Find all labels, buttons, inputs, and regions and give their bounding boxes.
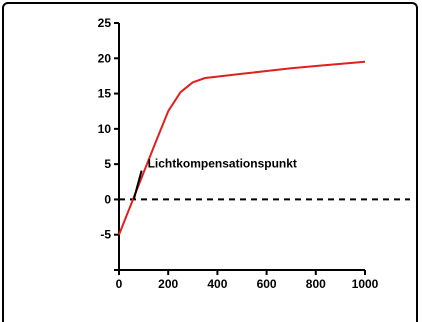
ticks: -5 0 5 10 15 20 25 0 200 400 600 800 1000 [98,16,379,291]
annotation-group: Lichtkompensationspunkt [132,157,297,200]
y-tick-label: 5 [104,157,111,171]
y-tick-label: -5 [100,228,111,242]
y-tick-label: 0 [104,192,111,206]
x-tick-label: 400 [207,277,227,291]
x-tick-label: 200 [158,277,178,291]
y-tick-label: 25 [98,16,112,30]
y-tick-label: 15 [98,87,112,101]
x-tick-label: 800 [306,277,326,291]
x-tick-label: 1000 [352,277,379,291]
y-tick-label: 10 [98,122,112,136]
x-tick-label: 0 [116,277,123,291]
marks [118,60,410,236]
axes [118,23,365,271]
series-line [118,60,366,236]
annotation-pointer-line [132,170,143,200]
chart-frame [2,2,418,322]
x-tick-label: 600 [257,277,277,291]
y-tick-label: 20 [98,51,112,65]
annotation-label: Lichtkompensationspunkt [148,157,297,171]
